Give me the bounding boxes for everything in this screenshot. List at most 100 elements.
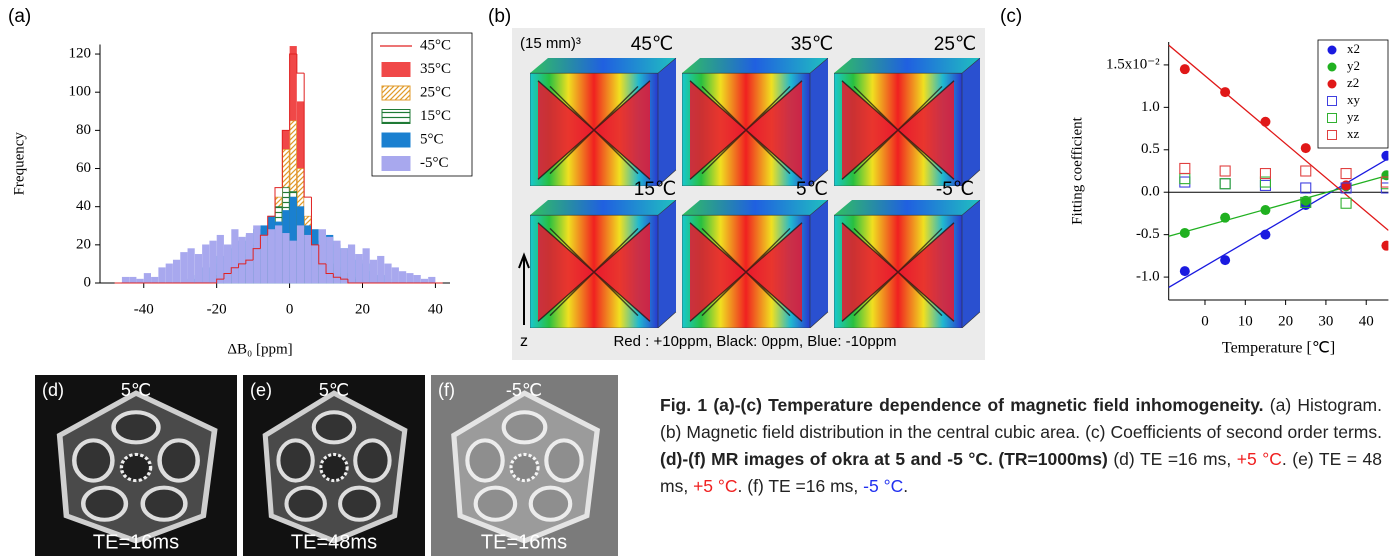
point xyxy=(1180,228,1190,238)
histogram-bar xyxy=(137,279,143,283)
histogram-bar xyxy=(414,275,420,283)
point xyxy=(1220,179,1230,189)
caption-temperature: +5 °C xyxy=(693,476,737,496)
cube-size: (15 mm)³ xyxy=(520,35,581,52)
histogram-bar xyxy=(370,260,376,283)
histogram-bar xyxy=(326,237,332,283)
legend-swatch xyxy=(382,63,410,77)
legend-label: x2 xyxy=(1347,41,1360,56)
image-label: (d) xyxy=(42,380,64,400)
histogram-bar xyxy=(392,268,398,283)
cube xyxy=(834,200,980,328)
y-tick-label: 20 xyxy=(76,236,91,252)
legend-label: 35°C xyxy=(420,61,451,77)
point xyxy=(1180,174,1190,184)
x-tick-label: 0 xyxy=(1201,313,1209,329)
point xyxy=(1220,87,1230,97)
histogram-bar xyxy=(297,226,303,283)
histogram-bar xyxy=(122,277,128,283)
y-tick-label: 0.5 xyxy=(1141,141,1160,157)
x-tick-label: 20 xyxy=(1278,313,1293,329)
point xyxy=(1260,205,1270,215)
mr-image xyxy=(35,375,237,556)
histogram-bar xyxy=(202,245,208,283)
histogram-bar xyxy=(283,233,289,283)
page: (b) (15 mm)³ 45℃ 35℃ 25℃ 15℃ 5℃ -5℃ z Re… xyxy=(0,0,1390,556)
histogram-bar xyxy=(181,252,187,283)
point xyxy=(1260,117,1270,127)
point xyxy=(1301,143,1311,153)
histogram-bar xyxy=(224,245,230,283)
image-temperature: -5℃ xyxy=(506,380,542,400)
temperature-label: 45℃ xyxy=(631,34,673,55)
legend-swatch xyxy=(382,157,410,171)
x-tick-label: -20 xyxy=(207,301,227,317)
point xyxy=(1381,183,1390,193)
point xyxy=(1301,183,1311,193)
colormap-note: Red : +10ppm, Black: 0ppm, Blue: -10ppm xyxy=(613,333,896,350)
y-tick-label: 80 xyxy=(76,122,91,138)
point xyxy=(1180,64,1190,74)
point xyxy=(1381,241,1390,251)
histogram-bar xyxy=(334,241,340,283)
histogram-bar xyxy=(348,245,354,283)
image-label: (e) xyxy=(250,380,272,400)
histogram-bar xyxy=(399,272,405,283)
y-tick-label: 0.0 xyxy=(1141,184,1160,200)
y-axis-title: Frequency xyxy=(11,132,27,196)
histogram-bar xyxy=(254,226,260,283)
legend-label: y2 xyxy=(1347,58,1360,73)
panel-label: (c) xyxy=(1000,6,1022,27)
x-tick-label: 40 xyxy=(428,301,443,317)
image-te: TE=16ms xyxy=(93,531,179,553)
legend-label: 15°C xyxy=(420,108,451,124)
histogram-bar xyxy=(188,249,194,283)
histogram-bar xyxy=(341,249,347,283)
legend-label: 5°C xyxy=(420,131,444,147)
histogram-bar xyxy=(217,235,223,283)
y-tick-label: 1.0 xyxy=(1141,99,1160,115)
y-tick-label: -1.0 xyxy=(1136,269,1160,285)
legend-label: xy xyxy=(1347,92,1361,107)
caption: Fig. 1 (a)-(c) Temperature dependence of… xyxy=(660,392,1382,500)
y-tick-label: 60 xyxy=(76,160,91,176)
point xyxy=(1341,169,1351,179)
histogram-bar xyxy=(290,241,296,283)
x-tick-label: 40 xyxy=(1359,313,1374,329)
caption-temperature: +5 °C xyxy=(1237,449,1282,469)
image-te: TE=48ms xyxy=(291,531,377,553)
point xyxy=(1301,166,1311,176)
image-te: TE=16ms xyxy=(481,531,567,553)
temperature-label: 25℃ xyxy=(934,34,976,55)
histogram-bar xyxy=(268,230,274,283)
legend-label: xz xyxy=(1347,126,1360,141)
x-axis-title: Temperature [℃] xyxy=(1222,340,1335,357)
panel-label: (a) xyxy=(8,6,31,27)
point xyxy=(1260,230,1270,240)
y-tick-label: 1.5x10⁻² xyxy=(1106,56,1160,72)
histogram-bar xyxy=(305,235,311,283)
cube xyxy=(682,200,828,328)
histogram-bar xyxy=(130,277,136,283)
x-tick-label: 0 xyxy=(286,301,294,317)
histogram-bar xyxy=(385,264,391,283)
point xyxy=(1180,163,1190,173)
legend-marker xyxy=(1328,80,1337,89)
histogram-bar xyxy=(151,277,157,283)
point xyxy=(1220,166,1230,176)
y-tick-label: 0 xyxy=(84,274,92,290)
x-axis-title: ΔB₀ [ppm] xyxy=(227,341,292,357)
cube xyxy=(530,200,676,328)
legend-marker xyxy=(1328,63,1337,72)
histogram-bar xyxy=(356,254,362,283)
histogram-bar xyxy=(246,233,252,283)
histogram-bar xyxy=(363,249,369,283)
x-tick-label: 20 xyxy=(355,301,370,317)
caption-title: (d)-(f) MR images of okra at 5 and -5 °C… xyxy=(660,449,1108,469)
legend-label: 25°C xyxy=(420,84,451,100)
x-tick-label: 10 xyxy=(1238,313,1253,329)
temperature-label: 35℃ xyxy=(791,34,833,55)
histogram-bar xyxy=(173,260,179,283)
image-label: (f) xyxy=(438,380,455,400)
legend-marker xyxy=(1328,46,1337,55)
